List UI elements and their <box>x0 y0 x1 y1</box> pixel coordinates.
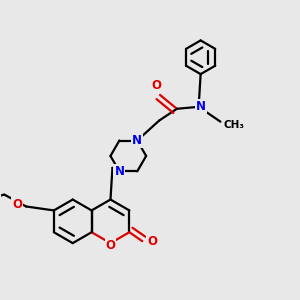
Text: CH₃: CH₃ <box>224 120 244 130</box>
Text: N: N <box>114 165 124 178</box>
Text: O: O <box>106 238 116 252</box>
Text: N: N <box>132 134 142 147</box>
Text: O: O <box>12 198 22 211</box>
Text: O: O <box>151 79 161 92</box>
Text: O: O <box>147 235 157 248</box>
Text: N: N <box>196 100 206 113</box>
